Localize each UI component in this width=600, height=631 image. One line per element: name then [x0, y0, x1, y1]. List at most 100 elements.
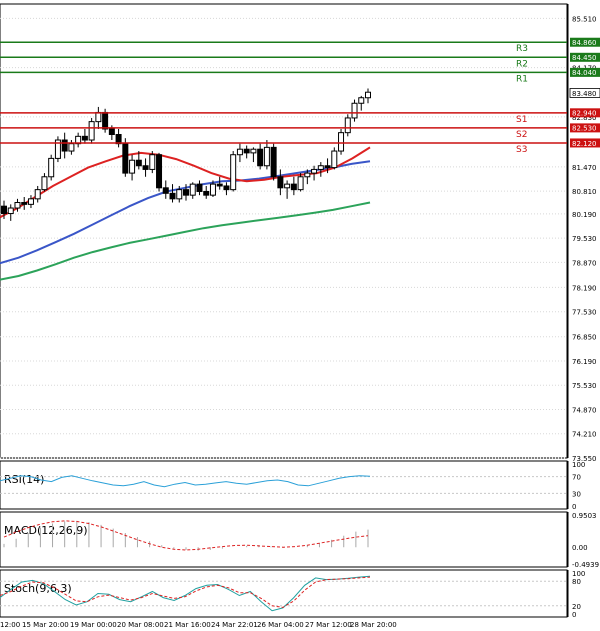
- rsi-title: RSI(14): [4, 473, 44, 486]
- candle-body: [48, 157, 55, 178]
- rsi-tick-label: 70: [572, 474, 581, 482]
- macd-title: MACD(12,26,9): [4, 524, 88, 537]
- candle-body: [209, 183, 216, 196]
- candle-body: [236, 148, 243, 156]
- level-name-s1: S1: [516, 115, 527, 125]
- level-name-s2: S2: [516, 130, 527, 140]
- y-tick-label: 76.850: [572, 334, 597, 342]
- candle-body: [61, 139, 68, 152]
- stoch-tick-label: 20: [572, 603, 581, 611]
- ma-green-line: [0, 201, 371, 281]
- candle-body: [14, 202, 21, 209]
- candle-body: [358, 97, 365, 104]
- candle-body: [243, 148, 250, 154]
- candle-body: [95, 111, 102, 123]
- candle-body: [162, 187, 169, 194]
- candle-body: [277, 176, 284, 189]
- y-tick-label: 74.870: [572, 406, 597, 414]
- candle-body: [324, 165, 331, 169]
- rsi-tick-label: 100: [572, 461, 585, 469]
- y-tick-label: 81.470: [572, 164, 597, 172]
- last-price-tag: [569, 88, 600, 98]
- x-tick-label: 26 Mar 04:00: [257, 621, 304, 629]
- candle-body: [270, 146, 277, 178]
- candle-body: [135, 159, 142, 167]
- candle-body: [27, 198, 34, 205]
- stoch-d-line: [0, 576, 371, 608]
- candle-body: [304, 172, 311, 178]
- level-price-label: 82.120: [572, 140, 597, 148]
- main-panel: 85.51084.17082.83081.47080.81080.19079.5…: [0, 3, 600, 463]
- candle-body: [223, 185, 230, 191]
- level-price-label: 82.940: [572, 110, 597, 118]
- y-tick-label: 73.550: [572, 455, 597, 463]
- level-price-tag: [570, 108, 600, 118]
- macd-plot-frame: [0, 511, 568, 568]
- x-tick-label: 27 Mar 12:00: [305, 621, 352, 629]
- stoch-title: Stoch(9,6,3): [4, 582, 72, 595]
- candle-body: [41, 176, 48, 191]
- candle-body: [297, 176, 304, 191]
- level-price-tag: [570, 138, 600, 148]
- macd-tick-label: 0.00: [572, 544, 588, 552]
- rsi-tick-label: 30: [572, 490, 581, 498]
- y-tick-label: 77.530: [572, 309, 597, 317]
- y-tick-label: 78.190: [572, 284, 597, 292]
- x-axis: 12:00 15 Mar 20:00 19 Mar 00:00 20 Mar 08:0…: [0, 621, 397, 629]
- candle-body: [122, 143, 129, 174]
- candle-body: [284, 183, 291, 189]
- candle-body: [216, 183, 223, 187]
- candle-body: [203, 190, 210, 196]
- candle-body: [263, 146, 270, 167]
- level-name-r3: R3: [516, 44, 528, 54]
- level-price-label: 84.860: [572, 39, 597, 47]
- ma-blue-line: [0, 160, 371, 265]
- candle-body: [250, 148, 257, 154]
- y-tick-label: 79.530: [572, 235, 597, 243]
- x-tick-label: 21 Mar 16:00: [164, 621, 211, 629]
- candle-body: [257, 148, 264, 167]
- candle-body: [108, 128, 115, 136]
- candle-body: [21, 202, 28, 205]
- x-tick-label: 24 Mar 22:01: [211, 621, 258, 629]
- level-price-tag: [570, 123, 600, 133]
- stoch-tick-label: 80: [572, 578, 581, 586]
- rsi-panel: 100 70 30 0 RSI(14): [0, 460, 585, 511]
- last-price-label: 83.480: [572, 90, 597, 98]
- candle-body: [183, 189, 189, 196]
- candle-body: [129, 159, 136, 174]
- macd-tick-label: -0.4939: [572, 561, 599, 569]
- candle-body: [88, 121, 95, 141]
- macd-panel: 0.9503 0.00 -0.4939 MACD(12,26,9): [0, 511, 599, 569]
- stoch-tick-label: 100: [572, 570, 585, 578]
- stoch-tick-label: 0: [572, 611, 576, 619]
- candle-body: [1, 205, 7, 215]
- candle-body: [189, 183, 196, 196]
- rsi-line: [0, 475, 371, 488]
- candle-body: [317, 165, 324, 170]
- y-tick-label: 75.530: [572, 382, 597, 390]
- candle-body: [54, 139, 61, 159]
- x-tick-label: 28 Mar 20:00: [350, 621, 397, 629]
- main-plot-frame: [0, 3, 568, 459]
- y-tick-label: 82.830: [572, 114, 597, 122]
- macd-signal-line: [3, 520, 369, 551]
- y-tick-label: 80.190: [572, 211, 597, 219]
- y-tick-label: 78.870: [572, 259, 597, 267]
- candle-body: [290, 183, 297, 191]
- candle-body: [196, 183, 203, 192]
- candle-body: [142, 165, 149, 170]
- level-price-label: 82.530: [572, 125, 597, 133]
- stoch-plot-frame: [0, 569, 568, 618]
- x-tick-label: 12:00: [0, 621, 20, 629]
- candle-body: [351, 102, 358, 119]
- y-tick-label: 85.510: [572, 15, 597, 23]
- y-tick-label: 74.210: [572, 431, 597, 439]
- candle-body: [344, 117, 351, 134]
- level-price-tag: [570, 67, 600, 77]
- candle-body: [7, 207, 14, 215]
- x-tick-label: 20 Mar 08:00: [117, 621, 164, 629]
- candle-body: [102, 111, 109, 130]
